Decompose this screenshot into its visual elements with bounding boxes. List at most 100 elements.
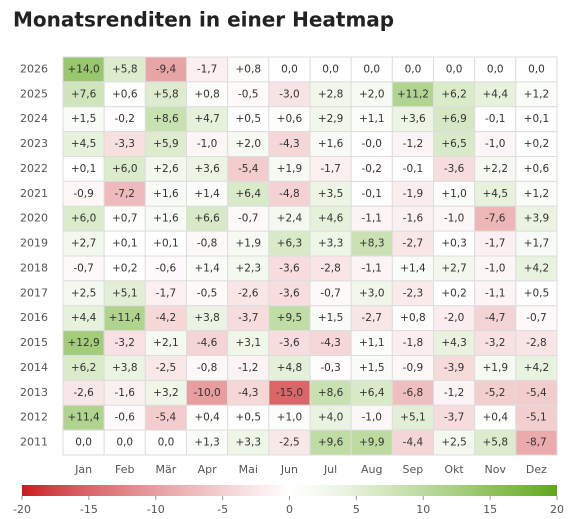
cell-label: -4,4 <box>403 437 424 449</box>
cell-label: +1,9 <box>277 163 303 175</box>
cell-label: +0,3 <box>441 238 467 250</box>
cell-label: -3,6 <box>444 163 465 175</box>
heatmap-cell <box>391 255 435 282</box>
cell-label: +0,6 <box>277 113 303 125</box>
heatmap-cell <box>350 156 393 182</box>
cell-label: +3,8 <box>112 362 138 374</box>
cell-label: -5,4 <box>526 387 547 399</box>
cell-label: +1,0 <box>441 188 467 200</box>
heatmap-cell <box>515 56 558 83</box>
cell-label: -1,0 <box>197 138 218 150</box>
cell-label: -8,7 <box>526 437 547 449</box>
heatmap-cell <box>144 255 187 282</box>
colorbar-tick-label: -20 <box>13 503 31 515</box>
cell-label: +7,6 <box>71 88 97 100</box>
cell-label: 0,0 <box>158 437 175 449</box>
cell-label: +2,8 <box>318 88 344 100</box>
cell-label: -0,2 <box>115 113 136 125</box>
heatmap-cell <box>144 305 187 332</box>
cell-label: +2,5 <box>71 287 97 299</box>
cell-label: -1,2 <box>444 387 465 399</box>
cell-label: +1,1 <box>359 337 385 349</box>
heatmap-cell <box>103 81 146 108</box>
heatmap-cell <box>515 255 558 282</box>
cell-label: +1,4 <box>194 262 220 274</box>
cell-label: +3,3 <box>236 437 262 449</box>
cell-label: -1,0 <box>444 213 465 225</box>
heatmap-cell <box>515 180 558 207</box>
cell-label: +3,9 <box>524 213 550 225</box>
cell-label: -1,8 <box>403 337 424 349</box>
colorbar-tick-label: 15 <box>483 503 497 515</box>
heatmap-cell <box>350 429 393 456</box>
heatmap-cell <box>433 205 476 232</box>
cell-label: -0,5 <box>197 287 218 299</box>
cell-label: +5,8 <box>153 88 179 100</box>
cell-label: -9,4 <box>156 63 177 75</box>
cell-label: +1,4 <box>194 188 220 200</box>
heatmap-cell <box>62 56 105 83</box>
heatmap-cell <box>474 81 517 108</box>
heatmap-cell <box>474 330 517 356</box>
y-tick-label: 2022 <box>20 162 48 175</box>
heatmap-cell <box>227 205 270 232</box>
heatmap-cell <box>515 305 558 332</box>
heatmap-cell <box>350 305 393 332</box>
cell-label: -0,2 <box>362 163 383 175</box>
heatmap-cell <box>515 230 558 257</box>
cell-label: -1,7 <box>485 238 506 250</box>
heatmap-cell <box>268 255 311 282</box>
cell-label: -4,2 <box>156 312 177 324</box>
cell-label: -0,0 <box>362 138 383 150</box>
cell-label: -3,2 <box>115 337 136 349</box>
heatmap-cell <box>515 106 558 133</box>
heatmap-cell <box>515 131 558 157</box>
cell-label: +1,5 <box>318 312 344 324</box>
heatmap-cell <box>103 156 146 182</box>
cell-label: -0,7 <box>238 213 259 225</box>
cell-label: -7,6 <box>485 213 506 225</box>
cell-label: -4,6 <box>197 337 218 349</box>
cell-label: +3,3 <box>318 238 344 250</box>
cell-label: +2,1 <box>153 337 179 349</box>
cell-label: +4,0 <box>318 412 344 424</box>
cell-label: +1,3 <box>194 437 220 449</box>
cell-label: -4,7 <box>485 312 506 324</box>
heatmap-cell <box>103 255 146 282</box>
heatmap-cell <box>350 180 393 207</box>
heatmap-cell <box>350 255 393 282</box>
x-tick-label: Jan <box>74 463 92 476</box>
cell-label: +0,6 <box>112 88 138 100</box>
heatmap-cell <box>350 404 393 431</box>
heatmap-cell <box>433 429 476 456</box>
cell-label: +3,8 <box>194 312 220 324</box>
cell-label: +11,2 <box>397 88 429 100</box>
cell-label: +6,4 <box>359 387 385 399</box>
cell-label: +1,9 <box>483 362 509 374</box>
heatmap-cell <box>62 156 105 182</box>
cell-label: -3,7 <box>444 412 465 424</box>
heatmap-cell <box>268 56 311 83</box>
cell-label: +5,8 <box>112 63 138 75</box>
cell-label: -3,9 <box>444 362 465 374</box>
colorbar-tick-label: 20 <box>550 503 564 515</box>
cell-label: -0,1 <box>485 113 506 125</box>
heatmap-cell <box>515 280 558 307</box>
heatmap-cell <box>227 355 270 381</box>
heatmap-cell <box>474 429 517 456</box>
heatmap-cell <box>103 305 146 332</box>
cell-label: +1,0 <box>277 412 303 424</box>
cell-label: -1,0 <box>485 262 506 274</box>
cell-label: -2,0 <box>444 312 465 324</box>
heatmap-cell <box>144 230 187 257</box>
cell-label: +0,5 <box>236 113 262 125</box>
cell-label: +2,4 <box>277 213 303 225</box>
cell-label: -1,6 <box>115 387 136 399</box>
cell-label: -4,3 <box>279 138 300 150</box>
cell-label: +4,3 <box>441 337 467 349</box>
x-tick-label: Apr <box>198 463 218 476</box>
cell-label: +4,5 <box>483 188 509 200</box>
cell-label: -2,7 <box>362 312 383 324</box>
cell-label: -0,6 <box>115 412 136 424</box>
heatmap-cell <box>515 404 558 431</box>
